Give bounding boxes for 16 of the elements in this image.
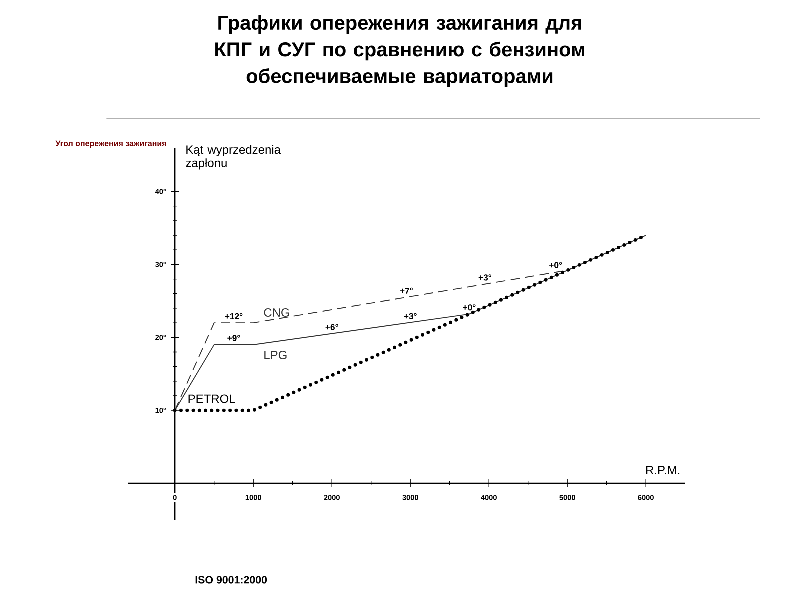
series-label: LPG [264, 350, 287, 360]
annotation: +3° [404, 313, 417, 320]
annotation: +3° [478, 274, 492, 281]
annotation: +7° [400, 288, 413, 294]
annotation: +12° [225, 313, 243, 320]
annotation: +0° [549, 262, 562, 268]
x-axis-title: R.P.M. [646, 466, 680, 474]
text: Угол опережения зажигания [56, 140, 166, 148]
annotation: +9° [228, 335, 240, 342]
series-label: PETROL [188, 394, 236, 404]
text: ISO 9001:2000 [196, 576, 268, 584]
series-label: CNG [264, 308, 290, 318]
annotation: +0° [463, 304, 476, 311]
annotation: +6° [326, 324, 338, 330]
chart-title: Графики опережения зажигания для КПГ и СУГ по сравнению с бензином обеспечиваемые вариаторами [216, 15, 584, 88]
y-axis-title: Kąt wyprzedzenia zapłonu [186, 145, 282, 170]
